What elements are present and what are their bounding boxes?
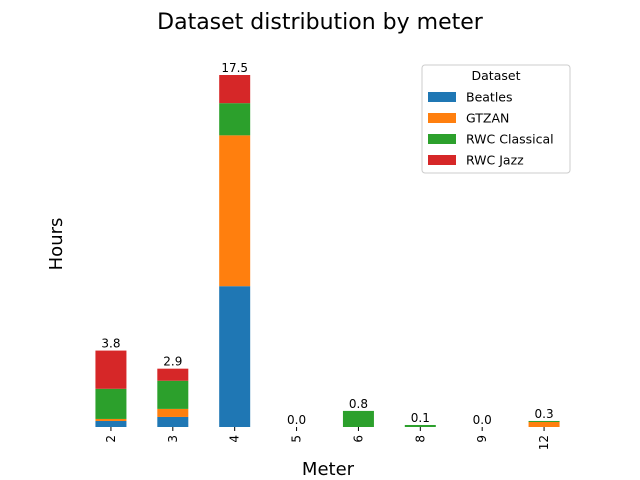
legend-swatch xyxy=(428,92,456,102)
legend-label: Beatles xyxy=(466,90,513,105)
legend-swatch xyxy=(428,134,456,144)
x-tick-label: 6 xyxy=(351,435,365,443)
total-label: 0.0 xyxy=(473,413,492,427)
bar-gtzan-meter-2 xyxy=(95,418,127,421)
bar-rwc-classical-meter-6 xyxy=(342,410,374,427)
bar-rwc-jazz-meter-3 xyxy=(157,368,189,381)
legend-items: Beatles GTZAN RWC Classical RWC Jazz xyxy=(428,90,554,168)
y-axis-label: Hours xyxy=(46,218,67,271)
x-ticks: 2 3 4 5 6 8 9 12 xyxy=(104,427,551,450)
total-label: 0.0 xyxy=(287,413,306,427)
legend: Dataset Beatles GTZAN RWC Classical RWC Jaz… xyxy=(421,64,571,174)
legend-frame xyxy=(421,64,571,174)
legend-label: RWC Classical xyxy=(466,132,554,147)
bar-rwc-jazz-meter-4 xyxy=(219,75,251,104)
total-label: 3.8 xyxy=(101,337,120,351)
bar-gtzan-meter-4 xyxy=(219,135,251,287)
bar-beatles-meter-3 xyxy=(157,416,189,427)
total-label: 0.3 xyxy=(535,407,554,421)
legend-label: RWC Jazz xyxy=(466,153,524,168)
total-label: 0.8 xyxy=(349,397,368,411)
legend-swatch xyxy=(428,155,456,165)
bar-rwc-jazz-meter-2 xyxy=(95,350,127,389)
x-tick-label: 3 xyxy=(166,435,180,443)
legend-swatch xyxy=(428,113,456,123)
chart-title: Dataset distribution by meter xyxy=(157,10,484,35)
bars xyxy=(95,75,560,427)
bar-gtzan-meter-12 xyxy=(528,421,560,427)
bar-beatles-meter-2 xyxy=(95,420,127,427)
bar-beatles-meter-4 xyxy=(219,286,251,427)
x-axis-label: Meter xyxy=(302,459,355,480)
x-tick-label: 9 xyxy=(475,435,489,443)
bar-rwc-classical-meter-8 xyxy=(404,424,436,427)
bar-rwc-classical-meter-12 xyxy=(528,420,560,422)
bar-gtzan-meter-3 xyxy=(157,408,189,417)
bar-rwc-classical-meter-2 xyxy=(95,388,127,419)
x-tick-label: 4 xyxy=(228,435,242,443)
legend-title: Dataset xyxy=(472,68,521,83)
bar-rwc-classical-meter-4 xyxy=(219,103,251,136)
total-label: 17.5 xyxy=(221,61,248,75)
x-tick-label: 12 xyxy=(537,435,551,450)
total-label: 0.1 xyxy=(411,411,430,425)
total-label: 2.9 xyxy=(163,355,182,369)
x-tick-label: 5 xyxy=(290,435,304,443)
x-tick-label: 2 xyxy=(104,435,118,443)
total-labels: 3.8 2.9 17.5 0.0 0.8 0.1 0.0 0.3 xyxy=(101,61,553,427)
x-tick-label: 8 xyxy=(413,435,427,443)
legend-label: GTZAN xyxy=(466,111,509,126)
bar-rwc-classical-meter-3 xyxy=(157,380,189,409)
